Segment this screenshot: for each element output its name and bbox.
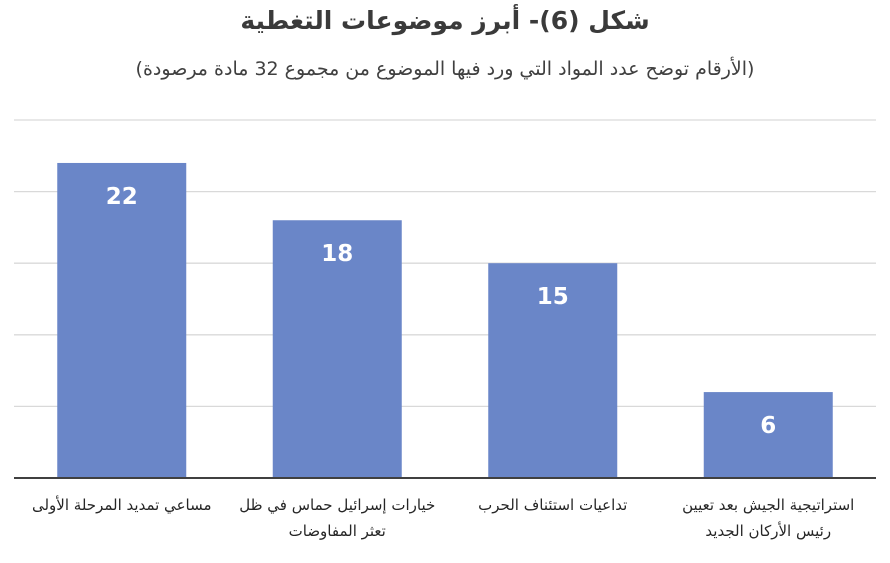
bars — [57, 162, 833, 479]
bar — [488, 263, 618, 478]
chart-subtitle: (الأرقام توضح عدد المواد التي ورد فيها ا… — [135, 58, 755, 80]
bar — [272, 220, 402, 479]
bar-value-label: 15 — [537, 284, 569, 310]
bar-value-label: 6 — [760, 413, 776, 439]
category-label: استراتيجية الجيش بعد تعيين رئيس الأركان … — [682, 496, 855, 540]
category-label: خيارات إسرائيل حماس في ظل تعثر المفاوضات — [239, 496, 436, 540]
category-label: مساعي تمديد المرحلة الأولى — [31, 496, 212, 514]
bar — [703, 392, 833, 478]
bar-value-label: 18 — [321, 241, 353, 267]
category-label: تداعيات استئناف الحرب — [478, 496, 628, 514]
chart-title: شكل (6)- أبرز موضوعات التغطية — [240, 6, 650, 35]
bar — [57, 162, 187, 478]
bar-values: 22 18 15 6 — [106, 184, 777, 439]
bar-value-label: 22 — [106, 184, 138, 210]
